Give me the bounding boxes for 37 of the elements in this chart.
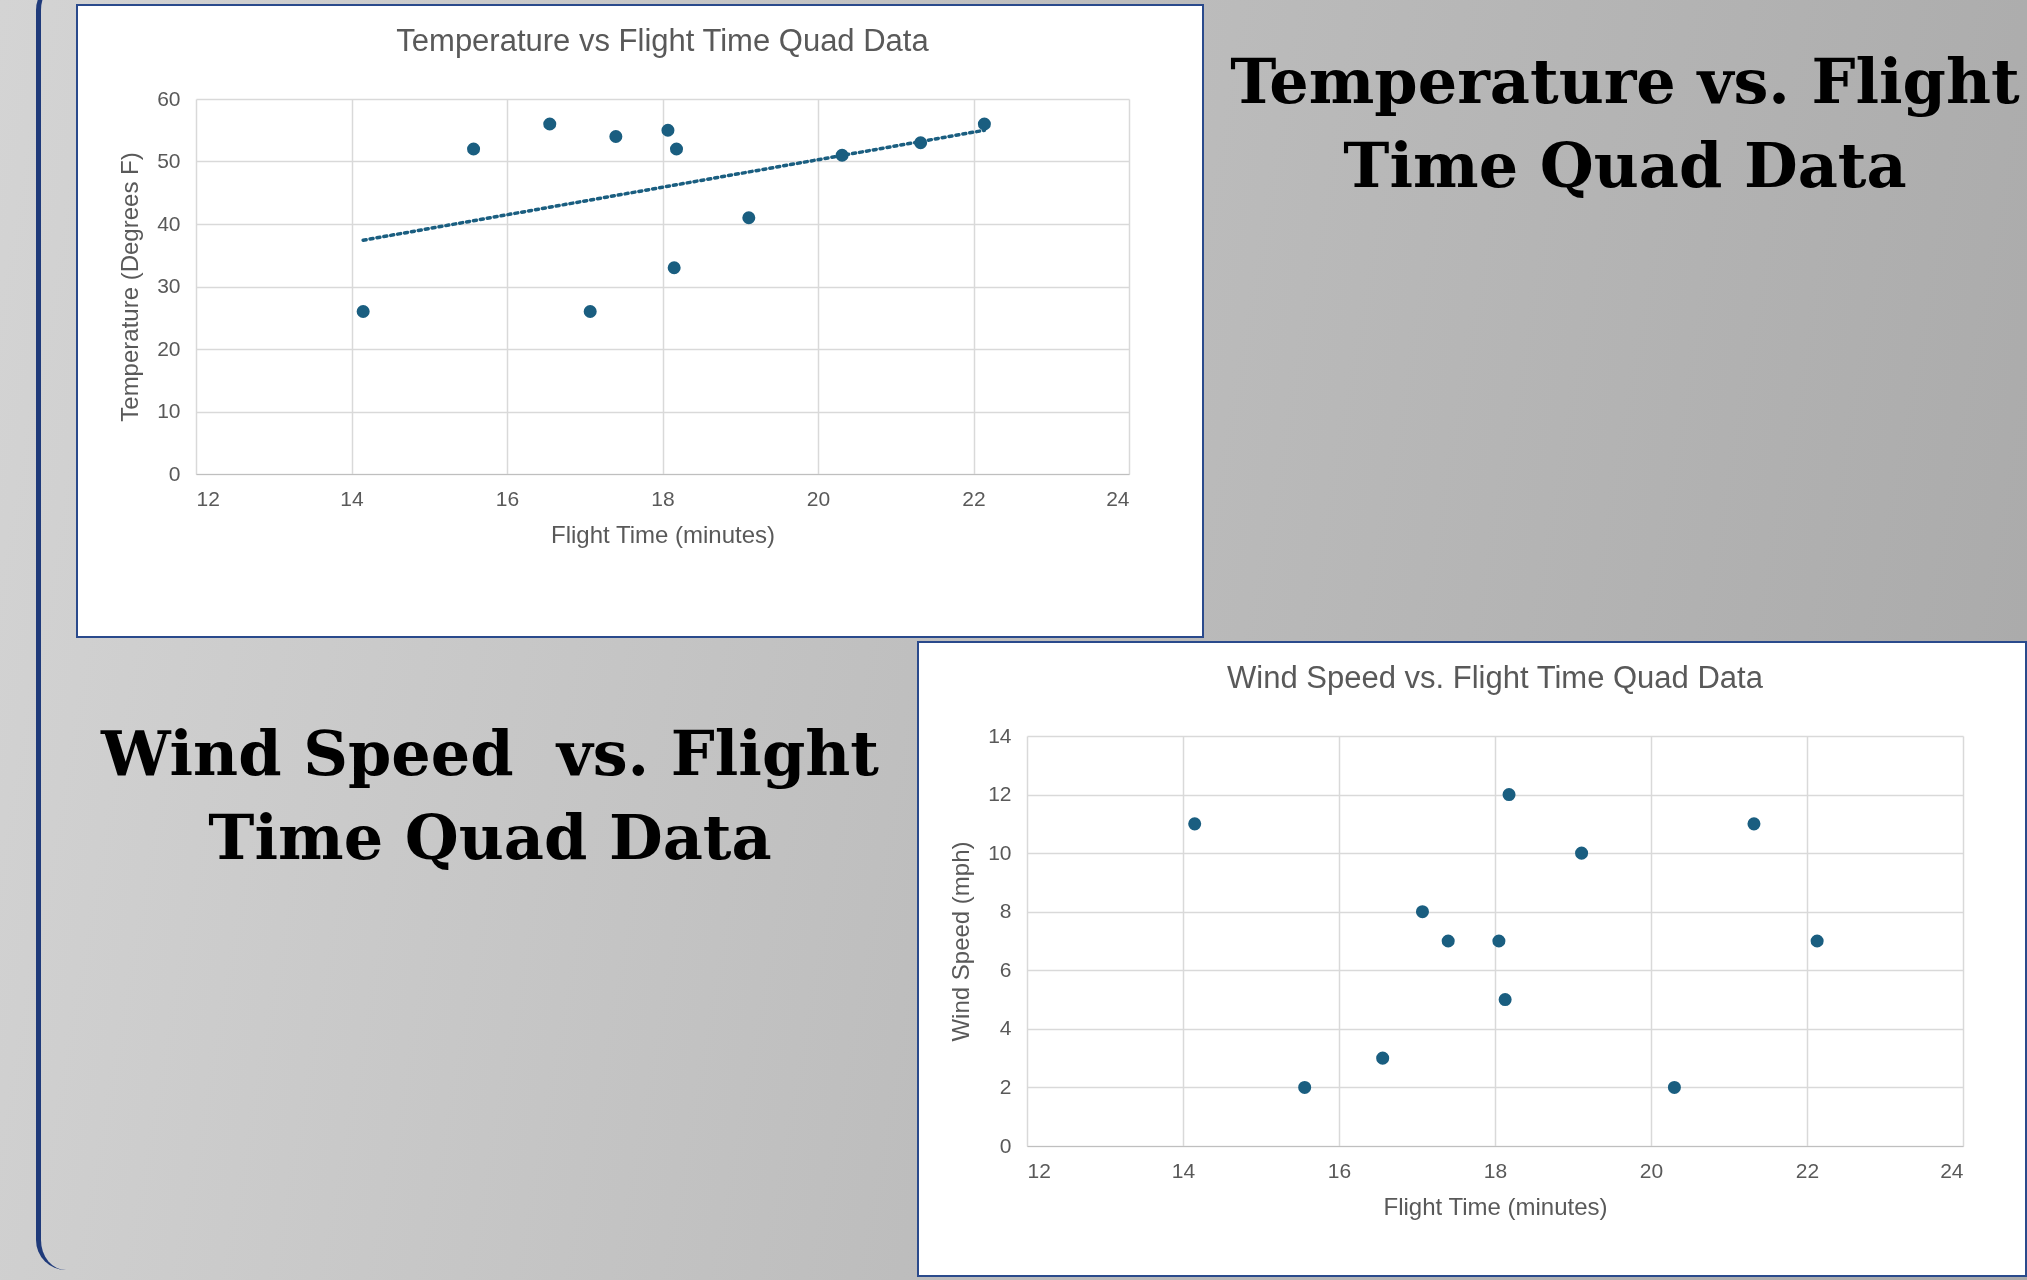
y-tick-label: 0 bbox=[168, 461, 181, 485]
x-tick-label: 14 bbox=[1171, 1158, 1196, 1182]
y-tick-label: 14 bbox=[988, 723, 1012, 747]
x-tick-label: 20 bbox=[806, 486, 831, 510]
y-tick-label: 6 bbox=[999, 957, 1012, 981]
x-tick-label: 22 bbox=[1795, 1158, 1820, 1182]
x-tick-label: 14 bbox=[340, 486, 364, 510]
x-axis-title: Flight Time (minutes) bbox=[1383, 1192, 1608, 1220]
x-tick-label: 18 bbox=[1483, 1158, 1508, 1182]
y-tick-label: 0 bbox=[999, 1133, 1012, 1157]
y-tick-label: 60 bbox=[157, 86, 181, 110]
x-tick-label: 16 bbox=[495, 486, 520, 510]
x-tick-label: 12 bbox=[196, 486, 220, 510]
x-tick-label: 24 bbox=[1940, 1158, 1964, 1182]
y-axis-title: Temperature (Degrees F) bbox=[116, 152, 144, 422]
x-axis-title: Flight Time (minutes) bbox=[550, 520, 776, 548]
y-tick-label: 4 bbox=[999, 1016, 1012, 1040]
y-tick-label: 50 bbox=[157, 149, 181, 172]
x-tick-label: 12 bbox=[1027, 1158, 1051, 1182]
x-tick-label: 22 bbox=[962, 486, 986, 510]
y-tick-label: 30 bbox=[157, 274, 181, 297]
x-tick-label: 24 bbox=[1106, 486, 1130, 510]
y-tick-label: 8 bbox=[999, 899, 1012, 923]
x-tick-label: 16 bbox=[1327, 1158, 1352, 1182]
y-tick-label: 10 bbox=[988, 840, 1012, 864]
x-tick-label: 18 bbox=[651, 486, 675, 510]
y-tick-label: 10 bbox=[157, 399, 181, 422]
chart-title: Wind Speed vs. Flight Time Quad Data bbox=[1227, 660, 1764, 695]
y-axis-title: Wind Speed (mph) bbox=[947, 841, 975, 1042]
y-tick-label: 20 bbox=[157, 336, 181, 360]
text: Temperature vs. Flight Time Quad Data bbox=[1229, 44, 2021, 204]
y-tick-label: 40 bbox=[157, 211, 181, 235]
y-tick-label: 12 bbox=[988, 782, 1012, 806]
text: Wind Speed vs. Flight Time Quad Data bbox=[99, 716, 880, 876]
y-tick-label: 2 bbox=[999, 1074, 1012, 1098]
chart-title: Temperature vs Flight Time Quad Data bbox=[396, 23, 930, 58]
x-tick-label: 20 bbox=[1639, 1158, 1664, 1182]
